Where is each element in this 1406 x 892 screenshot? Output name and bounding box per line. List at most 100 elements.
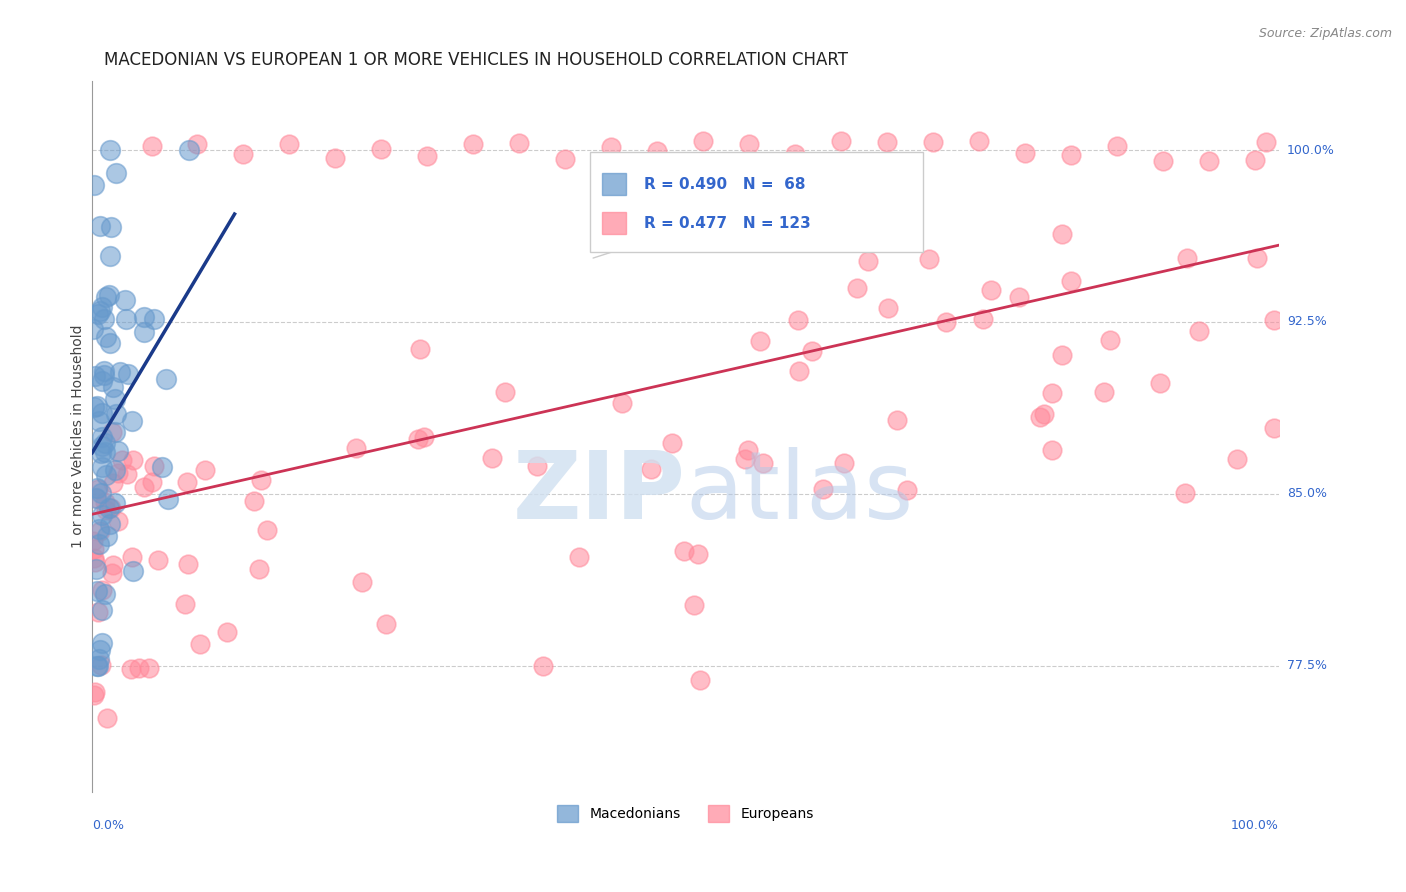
Point — [215, 625, 238, 640]
Point — [876, 301, 898, 315]
Point — [93, 364, 115, 378]
Point — [122, 453, 145, 467]
Point — [785, 146, 807, 161]
Text: MACEDONIAN VS EUROPEAN 1 OR MORE VEHICLES IN HOUSEHOLD CORRELATION CHART: MACEDONIAN VS EUROPEAN 1 OR MORE VEHICLE… — [104, 51, 848, 69]
Y-axis label: 1 or more Vehicles in Household: 1 or more Vehicles in Household — [72, 325, 86, 549]
Point — [967, 134, 990, 148]
Point — [494, 385, 516, 400]
Text: R = 0.477   N = 123: R = 0.477 N = 123 — [644, 216, 811, 231]
Point — [143, 459, 166, 474]
Point — [132, 325, 155, 339]
Point — [1060, 274, 1083, 288]
Point — [101, 475, 124, 490]
Point — [689, 673, 711, 687]
Point — [114, 293, 136, 308]
Point — [406, 432, 429, 446]
Point — [813, 482, 835, 496]
Point — [692, 134, 714, 148]
Point — [107, 514, 129, 528]
Point — [375, 616, 398, 631]
Point — [91, 430, 114, 444]
Point — [86, 481, 108, 495]
Point — [90, 446, 112, 460]
Point — [91, 301, 114, 315]
Point — [101, 380, 124, 394]
Point — [173, 597, 195, 611]
Point — [787, 313, 810, 327]
Point — [830, 134, 852, 148]
Point — [1263, 421, 1285, 435]
Point — [96, 529, 118, 543]
Point — [832, 456, 855, 470]
Point — [94, 502, 117, 516]
Point — [661, 436, 683, 450]
Point — [115, 311, 138, 326]
Point — [194, 463, 217, 477]
Text: Source: ZipAtlas.com: Source: ZipAtlas.com — [1258, 27, 1392, 40]
Point — [89, 651, 111, 665]
Point — [143, 312, 166, 326]
Point — [89, 523, 111, 537]
Point — [481, 450, 503, 465]
Point — [247, 562, 270, 576]
Text: 100.0%: 100.0% — [1230, 820, 1278, 832]
Point — [1174, 486, 1197, 500]
Point — [1188, 324, 1211, 338]
Point — [980, 283, 1002, 297]
Point — [122, 564, 145, 578]
Point — [105, 407, 128, 421]
Point — [325, 151, 347, 165]
Point — [682, 598, 704, 612]
Point — [90, 406, 112, 420]
Point — [972, 312, 994, 326]
Point — [86, 658, 108, 673]
Point — [1033, 408, 1056, 422]
Point — [645, 145, 668, 159]
Point — [94, 468, 117, 483]
Point — [1040, 386, 1063, 401]
Point — [152, 459, 174, 474]
Point — [132, 310, 155, 324]
Point — [856, 253, 879, 268]
Point — [96, 330, 118, 344]
Point — [86, 605, 108, 619]
Point — [138, 660, 160, 674]
Point — [734, 452, 756, 467]
Point — [801, 344, 824, 359]
Point — [412, 430, 434, 444]
Point — [94, 436, 117, 450]
Point — [91, 603, 114, 617]
Point — [104, 166, 127, 180]
Point — [787, 364, 810, 378]
Point — [104, 463, 127, 477]
Point — [896, 483, 918, 498]
Point — [83, 178, 105, 192]
Text: 0.0%: 0.0% — [93, 820, 124, 832]
Point — [121, 414, 143, 428]
Point — [344, 441, 367, 455]
Text: atlas: atlas — [685, 447, 914, 540]
Point — [1226, 451, 1249, 466]
Point — [1098, 334, 1121, 348]
Bar — [602, 211, 626, 234]
Point — [98, 335, 121, 350]
Text: R = 0.490   N =  68: R = 0.490 N = 68 — [644, 177, 806, 192]
Point — [98, 501, 121, 516]
Point — [156, 492, 179, 507]
Point — [1050, 348, 1073, 362]
Point — [1198, 153, 1220, 168]
Point — [1008, 289, 1031, 303]
Point — [918, 252, 941, 267]
Point — [98, 516, 121, 531]
Point — [84, 562, 107, 576]
Text: ZIP: ZIP — [513, 447, 685, 540]
Point — [1060, 148, 1083, 162]
Point — [846, 281, 869, 295]
Point — [1014, 145, 1036, 160]
Point — [84, 491, 107, 505]
Point — [640, 462, 662, 476]
Point — [176, 475, 198, 490]
Point — [87, 414, 110, 428]
Point — [141, 139, 163, 153]
Point — [1246, 251, 1268, 265]
